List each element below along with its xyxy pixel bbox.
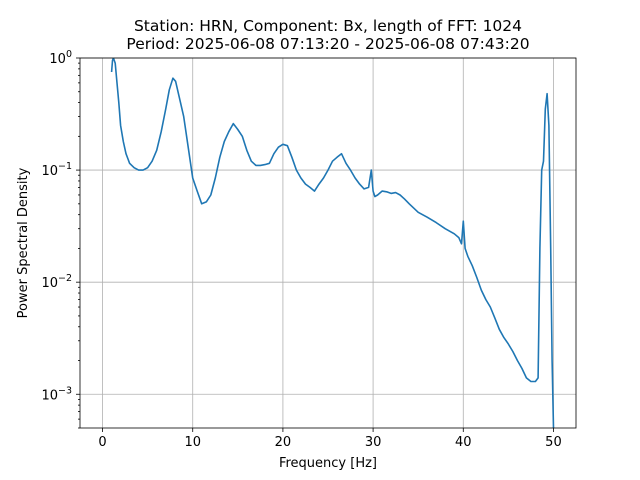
x-tick-label: 40 [455, 435, 472, 450]
tick-layer: 0 10 20 30 40 50 10−3 10−2 10−1 100 [41, 49, 561, 450]
x-tick-label: 20 [275, 435, 292, 450]
series-layer [110, 58, 555, 428]
y-axis-label: Power Spectral Density [16, 167, 31, 318]
x-tick-label: 10 [184, 435, 201, 450]
plot-frame [79, 57, 577, 429]
grid-layer [80, 57, 576, 428]
y-tick-label: 10−2 [41, 273, 72, 291]
chart-title-line1: Station: HRN, Component: Bx, length of F… [134, 17, 522, 35]
chart-title-line2: Period: 2025-06-08 07:13:20 - 2025-06-08… [126, 35, 529, 53]
y-tick-label: 100 [49, 49, 72, 67]
x-axis-label: Frequency [Hz] [279, 456, 377, 471]
x-tick-label: 50 [545, 435, 562, 450]
x-tick-label: 0 [98, 435, 106, 450]
psd-series-line [110, 58, 555, 428]
x-tick-label: 30 [365, 435, 382, 450]
y-tick-label: 10−1 [41, 161, 72, 179]
y-tick-label: 10−3 [41, 385, 72, 403]
